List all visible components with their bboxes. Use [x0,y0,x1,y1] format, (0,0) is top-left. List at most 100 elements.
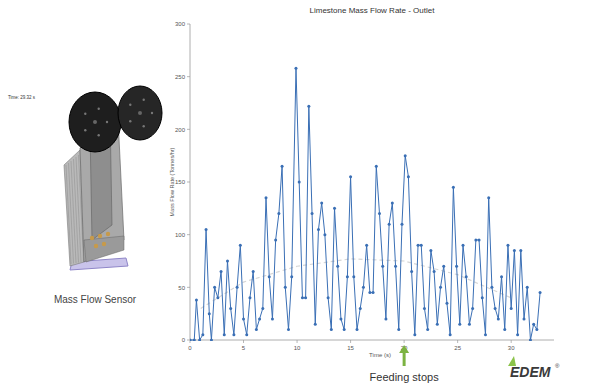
crusher-frame [84,236,124,262]
data-point [190,339,192,342]
x-tick [511,340,512,343]
chart-title: Limestone Mass Flow Rate - Outlet [310,6,436,15]
y-tick [187,340,190,341]
data-point [426,328,429,331]
data-point [330,328,333,331]
y-tick-label: 50 [178,285,185,291]
data-point [294,67,297,70]
y-tick-label: 100 [175,232,186,238]
data-point [462,244,465,247]
data-point [320,202,323,205]
data-point [494,307,497,310]
x-tick-label: 0 [188,345,192,351]
data-point [532,323,535,326]
data-point [314,323,317,326]
data-point [490,286,493,289]
annotation: Feeding stops [370,345,440,383]
data-point [255,328,258,331]
canvas: Time: 29.32 sMass Flow SensorLimestone M… [0,0,603,391]
data-point [535,328,538,331]
x-tick-label: 15 [347,345,354,351]
data-point [213,286,216,289]
data-point [236,286,239,289]
data-point [223,333,226,336]
data-point [232,333,235,336]
data-point [248,296,251,299]
data-point [323,233,326,236]
x-tick-label: 10 [294,345,301,351]
data-point [500,275,503,278]
data-point [384,317,387,320]
flywheel-hub [93,120,97,124]
data-point [413,333,416,336]
data-point [407,175,410,178]
data-point [298,181,301,184]
data-point [226,260,229,263]
logo: EDEM® [508,356,560,380]
data-point [458,323,461,326]
data-point [417,244,420,247]
data-point [301,296,304,299]
data-point [242,317,245,320]
data-point [378,212,381,215]
y-tick [187,182,190,183]
data-point [311,212,314,215]
x-tick [243,340,244,343]
rock-particle [106,232,110,236]
rock-particle [90,236,94,240]
data-point [397,328,400,331]
data-point [201,333,204,336]
data-point [304,296,307,299]
data-point [481,296,484,299]
data-point [317,228,320,231]
flywheel-hole [129,120,131,122]
data-point [503,328,506,331]
data-point [245,333,248,336]
x-axis-label: Time (s) [369,352,391,358]
flywheel-hole [98,107,100,109]
x-tick [457,340,458,343]
data-point [497,317,500,320]
data-point [539,291,542,294]
data-point [404,154,407,157]
y-tick [187,129,190,130]
data-point [307,105,310,108]
data-point [471,307,474,310]
flywheel-hole [84,113,86,115]
data-point [372,291,375,294]
data-point [394,265,397,268]
logo-text: EDEM [510,364,551,380]
x-tick-label: 30 [508,345,515,351]
plot-area [190,67,542,341]
crusher-illustration [64,86,162,270]
data-point [529,339,532,342]
data-point [423,307,426,310]
data-point [277,212,280,215]
data-point [519,249,522,252]
y-tick [187,234,190,235]
rock-particle [102,242,106,246]
flywheel-hub [138,111,142,115]
data-point [436,323,439,326]
series-line [190,68,540,340]
rock-particle [94,244,98,248]
data-point [439,286,442,289]
data-point [526,286,529,289]
data-point [484,333,487,336]
x-tick-label: 5 [242,345,246,351]
data-point [239,244,242,247]
data-point [410,270,413,273]
data-point [442,265,445,268]
flywheel-hole [151,112,153,114]
annotation-text: Feeding stops [370,371,440,383]
data-point [381,265,384,268]
x-tick [297,340,298,343]
data-point [433,270,436,273]
data-point [284,286,287,289]
series-line [201,259,511,309]
data-point [268,275,271,278]
grate-bar [66,165,71,264]
data-point [506,244,509,247]
data-point [287,328,290,331]
data-point [523,317,526,320]
